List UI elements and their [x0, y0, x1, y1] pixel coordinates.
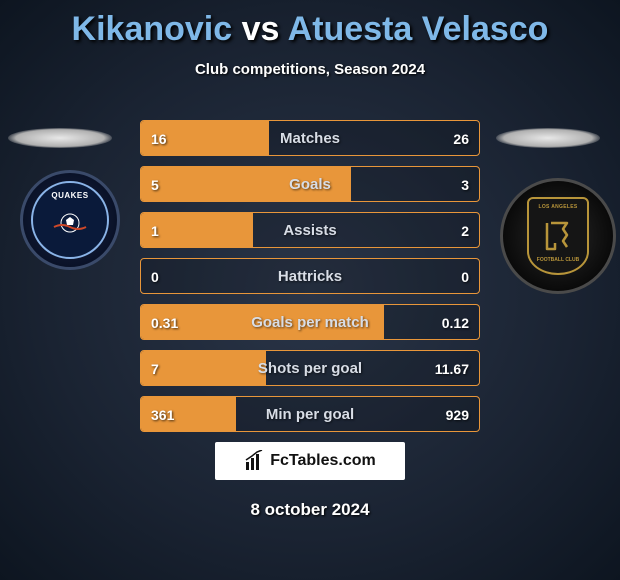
stat-value-right: 11.67 [435, 351, 469, 385]
stat-value-left: 7 [151, 351, 159, 385]
player2-name: Atuesta Velasco [288, 10, 549, 48]
quakes-badge-text: QUAKES [51, 191, 88, 200]
decor-ellipse-left [8, 128, 112, 148]
stat-row: 361Min per goal929 [140, 396, 480, 432]
decor-ellipse-right [496, 128, 600, 148]
quakes-ball-icon [50, 205, 90, 235]
stat-value-right: 2 [461, 213, 469, 247]
quakes-badge-inner: QUAKES [31, 181, 109, 259]
subtitle: Club competitions, Season 2024 [0, 61, 620, 78]
date-text: 8 october 2024 [0, 500, 620, 520]
stat-row: 0Hattricks0 [140, 258, 480, 294]
stat-value-right: 929 [446, 397, 469, 431]
stat-value-left: 1 [151, 213, 159, 247]
stat-row: 0.31Goals per match0.12 [140, 304, 480, 340]
stat-value-right: 0.12 [442, 305, 469, 339]
stat-value-right: 26 [453, 121, 469, 155]
stat-value-left: 361 [151, 397, 174, 431]
stat-value-left: 0.31 [151, 305, 178, 339]
stat-row: 7Shots per goal11.67 [140, 350, 480, 386]
stats-container: 16Matches26 5Goals3 1Assists2 0Hattricks0 0.… [140, 120, 480, 442]
stat-label: Hattricks [141, 259, 479, 293]
lafc-wing-icon [541, 217, 575, 255]
stat-value-left: 0 [151, 259, 159, 293]
vs-text: vs [242, 10, 280, 48]
comparison-title: Kikanovic vs Atuesta Velasco [0, 0, 620, 49]
stat-fill-left [141, 167, 351, 201]
stat-value-left: 16 [151, 121, 167, 155]
lafc-shield: LOS ANGELES FOOTBALL CLUB [527, 197, 589, 275]
team-left-badge: QUAKES [20, 170, 120, 270]
stat-row: 5Goals3 [140, 166, 480, 202]
stat-row: 16Matches26 [140, 120, 480, 156]
stat-row: 1Assists2 [140, 212, 480, 248]
team-right-badge: LOS ANGELES FOOTBALL CLUB [500, 178, 616, 294]
stat-fill-left [141, 351, 266, 385]
lafc-text-bot: FOOTBALL CLUB [537, 257, 579, 263]
stat-value-right: 0 [461, 259, 469, 293]
player1-name: Kikanovic [72, 10, 233, 48]
branding-badge: FcTables.com [215, 442, 405, 480]
stat-value-right: 3 [461, 167, 469, 201]
branding-text: FcTables.com [270, 452, 376, 470]
lafc-text-top: LOS ANGELES [539, 204, 578, 210]
branding-chart-icon [244, 450, 266, 472]
stat-value-left: 5 [151, 167, 159, 201]
